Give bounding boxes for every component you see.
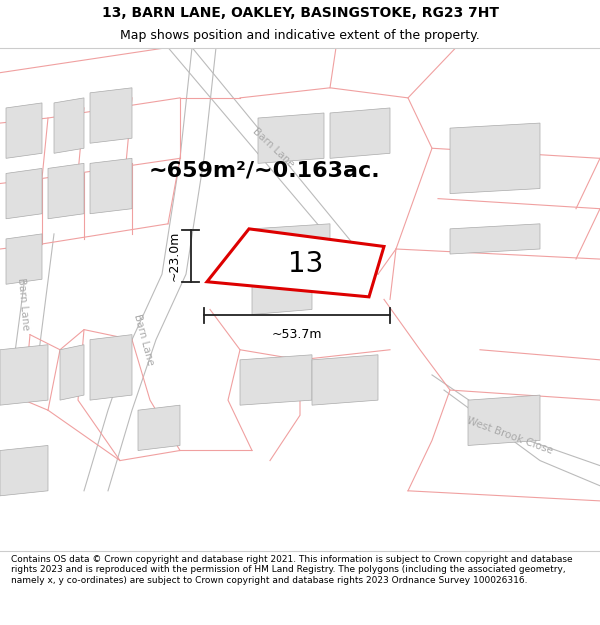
Polygon shape: [468, 395, 540, 446]
Polygon shape: [312, 355, 378, 405]
Polygon shape: [6, 168, 42, 219]
Polygon shape: [0, 446, 48, 496]
Polygon shape: [138, 405, 180, 451]
Polygon shape: [252, 279, 312, 314]
Polygon shape: [60, 345, 84, 400]
Text: Contains OS data © Crown copyright and database right 2021. This information is : Contains OS data © Crown copyright and d…: [11, 555, 572, 585]
Polygon shape: [240, 355, 312, 405]
Polygon shape: [90, 88, 132, 143]
Polygon shape: [330, 108, 390, 158]
Text: ~23.0m: ~23.0m: [167, 231, 181, 281]
Polygon shape: [54, 98, 84, 153]
Polygon shape: [0, 345, 48, 405]
Text: Barn Lane: Barn Lane: [133, 313, 155, 366]
Polygon shape: [48, 163, 84, 219]
Polygon shape: [90, 334, 132, 400]
Polygon shape: [258, 113, 324, 163]
Text: ~659m²/~0.163ac.: ~659m²/~0.163ac.: [148, 161, 380, 181]
Polygon shape: [450, 123, 540, 194]
Polygon shape: [207, 229, 384, 297]
Text: Map shows position and indicative extent of the property.: Map shows position and indicative extent…: [120, 29, 480, 42]
Polygon shape: [90, 158, 132, 214]
Text: Barn Lane: Barn Lane: [16, 278, 30, 331]
Text: 13: 13: [289, 250, 323, 278]
Polygon shape: [6, 103, 42, 158]
Text: West Brook Close: West Brook Close: [466, 415, 554, 456]
Text: 13, BARN LANE, OAKLEY, BASINGSTOKE, RG23 7HT: 13, BARN LANE, OAKLEY, BASINGSTOKE, RG23…: [101, 6, 499, 20]
Text: ~53.7m: ~53.7m: [272, 328, 322, 341]
Polygon shape: [450, 224, 540, 254]
Text: Barn Lane: Barn Lane: [250, 127, 296, 170]
Polygon shape: [252, 224, 330, 274]
Polygon shape: [6, 234, 42, 284]
